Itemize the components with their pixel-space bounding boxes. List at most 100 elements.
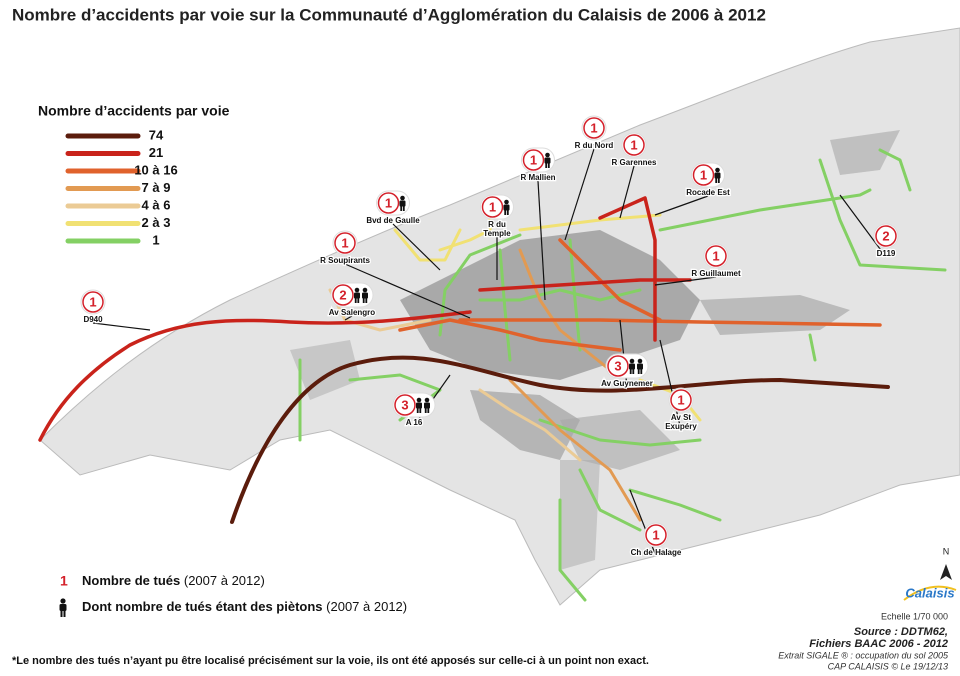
marker-label: Av Salengro [329,308,375,317]
pedestrian-body [354,292,360,299]
key-killed-text: Nombre de tués (2007 à 2012) [82,573,265,588]
logo: Calaisis [903,585,957,601]
marker-circle [481,196,504,218]
marker-circle [82,291,104,313]
source-line: Source : DDTM62, [854,626,948,638]
marker-killed: 1 [630,137,637,152]
pedestrian-leg [640,369,643,374]
source-line: Fichiers BAAC 2006 - 2012 [809,638,948,650]
road [878,148,912,192]
pedestrian-leg [629,369,632,374]
marker-label: Ch de Halage [631,548,682,557]
leader-line [564,148,595,241]
pedestrian-body [544,157,551,164]
pedestrian-leg [632,369,635,374]
marker-killed: 2 [882,228,889,243]
footnote: *Le nombre des tués n’ayant pu être loca… [12,655,649,667]
pedestrian-body [714,172,721,179]
road [538,418,702,447]
marker-killed: 1 [700,167,707,182]
pedestrian-icon [362,287,368,303]
road [658,188,872,232]
marker-label: D119 [877,249,896,258]
pedestrian-head [400,195,405,201]
marker-killed: 1 [89,294,96,309]
marker-label: Exupéry [665,422,697,431]
pedestrian-icon [714,167,721,183]
pedestrian-leg [545,163,548,168]
marker-label: Rocade Est [686,188,730,197]
road [458,318,882,327]
marker-circle [377,192,400,214]
pedestrian-body [629,363,635,370]
key-killed-symbol: 1 [60,573,68,589]
pedestrian-leg [362,298,365,303]
pedestrian-leg [715,178,718,183]
pedestrian-body [399,200,406,207]
road [438,233,522,337]
pedestrian-head [637,358,643,364]
road [438,213,492,252]
marker-killed: 1 [489,199,496,214]
marker-killed: 3 [614,358,621,373]
road [498,248,512,362]
leader-line [654,195,709,216]
marker-circle [334,232,356,254]
marker-label: Av St [671,413,691,422]
leader-line [839,194,887,258]
legend-label: 4 à 6 [142,197,171,212]
pedestrian-leg [354,298,357,303]
road [568,238,582,352]
leader-line [659,339,682,431]
marker-label: D940 [83,315,103,324]
pedestrian-icon [399,195,406,211]
key-pedestrian-text: Dont nombre de tués étant des piètons (2… [82,599,407,614]
legend-label: 10 à 16 [134,162,177,177]
pedestrian-icon [637,358,643,374]
north-arrow: N [940,546,952,580]
marker-circle [623,134,645,156]
pedestrian-leg [416,408,419,413]
marker-circle [394,394,416,416]
pedestrian-body [424,402,430,409]
pedestrian-icon [544,152,551,168]
pedestrian-head [424,397,430,403]
leader-line [92,322,151,331]
leader-line [654,276,717,286]
pedestrian-icon [354,287,360,303]
pedestrian-icon [416,397,422,413]
road [578,468,642,532]
pedestrian-body [637,363,643,370]
map-title: Nombre d’accidents par voie sur la Commu… [12,5,766,24]
pedestrian-leg [402,206,405,211]
pedestrian-leg [357,298,360,303]
road [558,238,662,322]
pedestrian-leg [506,210,509,215]
road [818,158,947,272]
road [628,488,722,522]
pedestrian-head [416,397,422,403]
pedestrian-leg [427,408,430,413]
pedestrian-body [362,292,368,299]
road [508,378,642,522]
pedestrian-head [354,287,360,293]
pedestrian-leg [504,210,507,215]
road [808,333,817,362]
scale: Echelle 1/70 000 [881,611,948,621]
marker-label: R Soupirants [320,256,370,265]
marker-label: Bvd de Gaulle [366,216,420,225]
road [558,498,587,602]
road-network [38,148,947,602]
pedestrian-icon [503,199,510,215]
marker-killed: 1 [677,392,684,407]
marker-killed: 1 [385,195,392,210]
marker-label: R du [488,220,506,229]
marker-circle [875,225,897,247]
marker-circle [332,284,354,306]
pedestrian-head [504,199,509,205]
marker-killed: 1 [712,248,719,263]
legend-label: 21 [149,145,163,160]
marker-killed: 2 [339,287,346,302]
marker-circle [522,149,545,171]
